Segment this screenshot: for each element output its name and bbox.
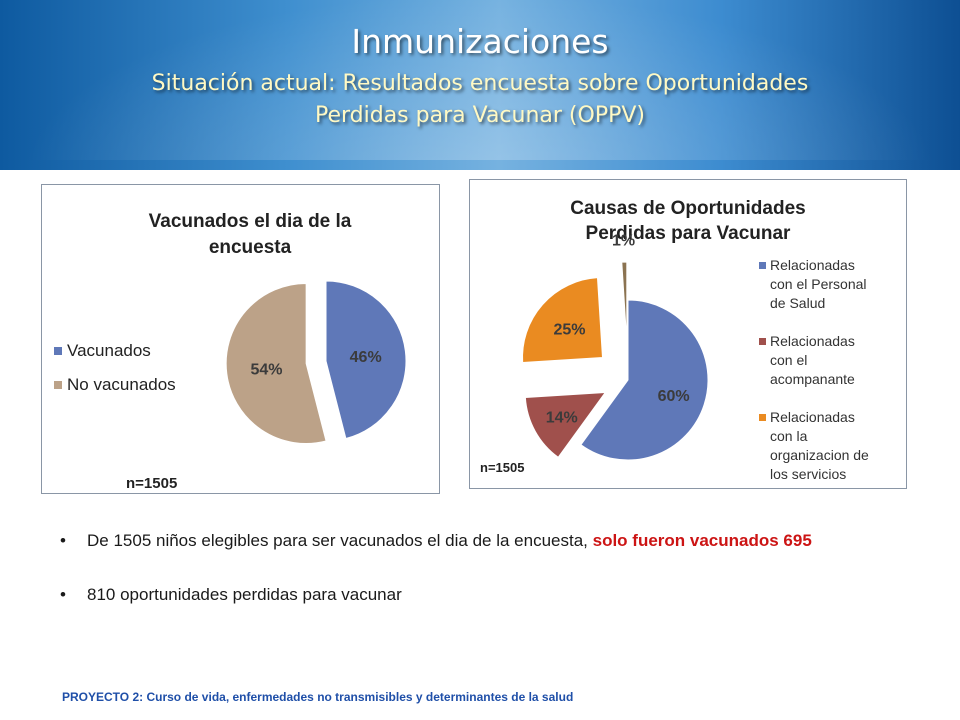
bullet-text-1: De 1505 niños elegibles para ser vacunad…: [87, 531, 593, 550]
causes-pie-chart: Causas de Oportunidades Perdidas para Vac…: [480, 198, 869, 482]
legend-label: Relacionadas: [770, 409, 855, 425]
legend-swatch: [54, 347, 62, 355]
bullet-dot-icon: •: [60, 585, 66, 604]
legend-label: de Salud: [770, 295, 825, 311]
footer-text: PROYECTO 2: Curso de vida, enfermedades …: [62, 690, 574, 704]
bullet-dot-icon: •: [60, 531, 66, 550]
page-subtitle: Situación actual: Resultados encuesta so…: [90, 68, 870, 132]
data-label: 25%: [553, 321, 585, 338]
bullet-item-1: • De 1505 niños elegibles para ser vacun…: [60, 530, 900, 552]
pie-slice: [621, 261, 628, 343]
legend-label: Relacionadas: [770, 333, 855, 349]
legend-label: con el: [770, 352, 807, 368]
vaccinated-chart-panel: Vacunados el dia de la encuesta 46% 54% Vacu…: [41, 184, 440, 494]
chart-title: Vacunados el dia de la: [149, 211, 352, 232]
bullet-text-2: 810 oportunidades perdidas para vacunar: [87, 585, 402, 604]
legend-label: acompanante: [770, 371, 855, 387]
legend-swatch: [759, 338, 766, 345]
data-label: 1%: [612, 233, 635, 250]
chart-title: Causas de Oportunidades: [570, 198, 805, 219]
legend-label: los servicios: [770, 466, 846, 482]
data-label: 46%: [350, 349, 382, 366]
page-title: Inmunizaciones: [351, 22, 609, 61]
bullet-item-2: • 810 oportunidades perdidas para vacuna…: [60, 584, 900, 606]
legend-swatch: [54, 381, 62, 389]
legend-label: organizacion de: [770, 447, 869, 463]
pie-slice: [524, 391, 607, 458]
bullet-highlight: solo fueron vacunados 695: [592, 531, 812, 550]
causes-chart-panel: Causas de Oportunidades Perdidas para Vac…: [469, 179, 907, 489]
bullet-list: • De 1505 niños elegibles para ser vacun…: [60, 530, 900, 638]
chart-title: Perdidas para Vacunar: [586, 223, 791, 244]
pie-slice: [580, 299, 709, 461]
subtitle-line-1: Situación actual: Resultados encuesta so…: [151, 71, 809, 96]
legend-swatch: [759, 414, 766, 421]
subtitle-line-2: Perdidas para Vacunar (OPPV): [314, 103, 645, 128]
legend-swatch: [759, 262, 766, 269]
legend-label: Vacunados: [67, 341, 151, 360]
banner-sheen: [0, 0, 960, 160]
data-label: 60%: [658, 388, 690, 405]
header-banner: Inmunizaciones Situación actual: Resulta…: [0, 0, 960, 170]
chart-title: encuesta: [209, 237, 292, 258]
pie-slice: [522, 277, 604, 364]
sample-size-note: n=1505: [480, 460, 524, 475]
sample-size-note: n=1505: [126, 475, 177, 492]
legend-label: No vacunados: [67, 375, 176, 394]
data-label: 14%: [546, 409, 578, 426]
vaccinated-pie-chart: Vacunados el dia de la encuesta 46% 54% Vacu…: [54, 211, 407, 492]
legend-label: con el Personal: [770, 276, 867, 292]
data-label: 54%: [250, 362, 282, 379]
pie-slice: [225, 283, 327, 444]
legend-label: con la: [770, 428, 808, 444]
pie-slice: [325, 280, 407, 440]
legend-label: Relacionadas: [770, 257, 855, 273]
